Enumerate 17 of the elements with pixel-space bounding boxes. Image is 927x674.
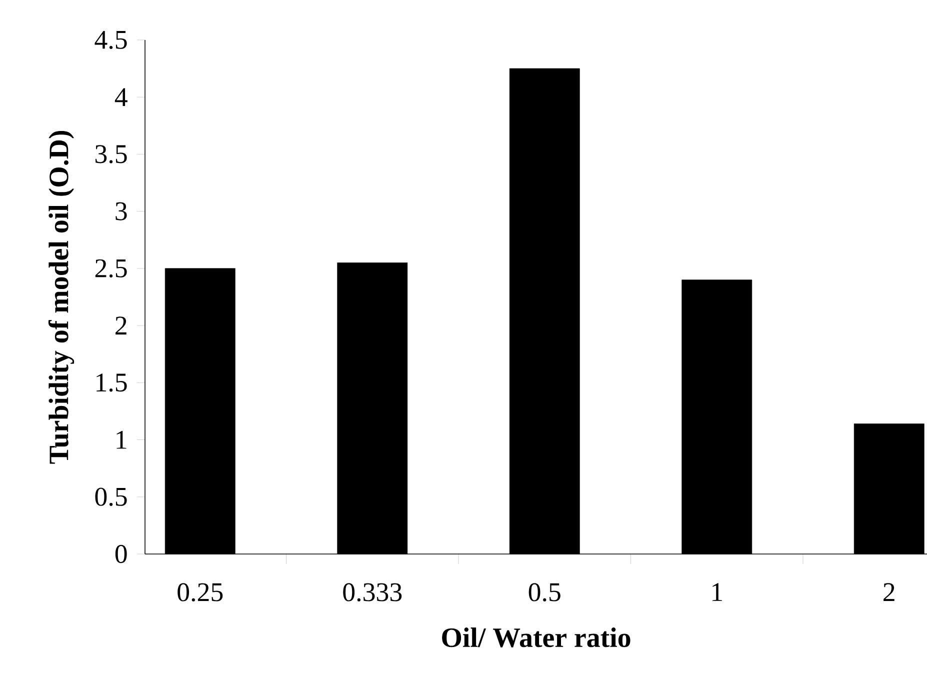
y-tick-label: 2.5 — [95, 259, 127, 278]
y-tick-label: 2 — [116, 316, 126, 334]
x-tick-label: 1 — [712, 583, 722, 601]
x-tick-label: 0.333 — [343, 583, 402, 602]
y-tick-label: 3 — [116, 202, 127, 220]
x-axis-title: Oil/ Water ratio — [442, 628, 630, 648]
y-tick-label: 3.5 — [96, 145, 127, 164]
y-axis-title: Turbidity of model oil (O.D) — [48, 130, 74, 464]
y-tick-label: 1 — [116, 430, 126, 449]
y-tick-label: 0 — [115, 544, 127, 564]
y-tick-label: 4.5 — [94, 30, 127, 50]
x-tick-label: 0.25 — [178, 583, 223, 602]
x-tick-label: 2 — [884, 583, 894, 601]
x-tick-label: 0.5 — [528, 583, 560, 602]
y-tick-label: 4 — [114, 88, 128, 106]
y-tick-label: 0.5 — [95, 488, 127, 506]
y-tick-label: 1.5 — [96, 374, 127, 392]
